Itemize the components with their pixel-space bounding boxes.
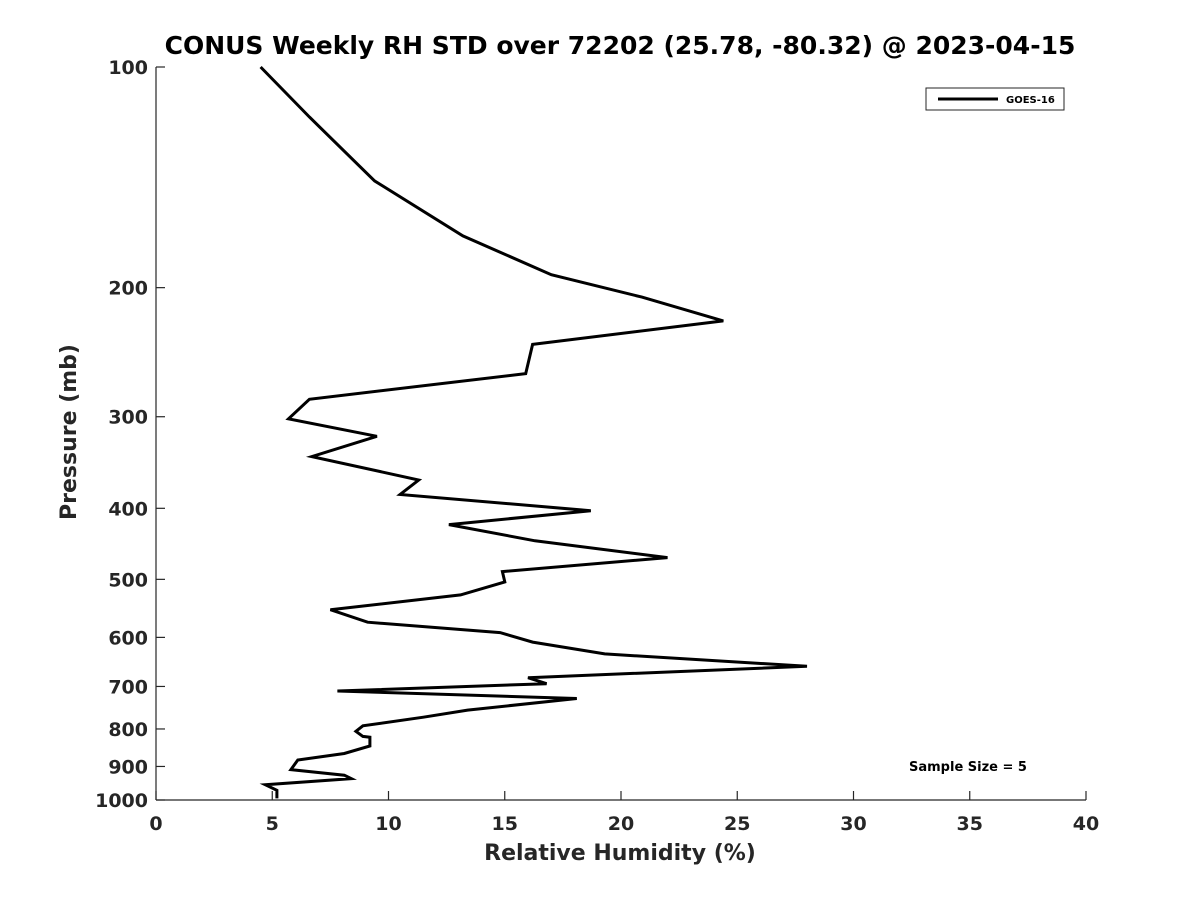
y-tick-label: 500	[108, 569, 148, 591]
x-tick-label: 15	[492, 813, 518, 835]
series-group	[259, 65, 808, 799]
y-tick-label: 100	[108, 57, 148, 79]
y-tick-label: 200	[108, 278, 148, 300]
axes	[155, 67, 1086, 801]
y-tick-label: 800	[108, 719, 148, 741]
x-tick-label: 35	[957, 813, 983, 835]
y-tick-label: 400	[108, 498, 148, 520]
x-tick-label: 10	[375, 813, 401, 835]
y-tick-label: 600	[108, 627, 148, 649]
y-tick-label: 1000	[95, 790, 148, 812]
x-tick-label: 5	[266, 813, 279, 835]
x-tick-label: 40	[1073, 813, 1099, 835]
tick-group: 0 5 10 15 20 25 30 35 40 100 200 300 400 500 600 700 800…	[95, 57, 1099, 835]
y-axis-label: Pressure (mb)	[57, 344, 82, 520]
y-tick-label: 300	[108, 407, 148, 429]
x-tick-label: 30	[840, 813, 866, 835]
x-tick-label: 25	[724, 813, 750, 835]
x-tick-label: 20	[608, 813, 634, 835]
x-tick-label: 0	[149, 813, 162, 835]
x-axis-label: Relative Humidity (%)	[484, 841, 756, 866]
chart-title: CONUS Weekly RH STD over 72202 (25.78, -…	[165, 31, 1076, 60]
sample-size-annotation: Sample Size = 5	[909, 760, 1027, 775]
legend-label: GOES-16	[1006, 95, 1055, 106]
y-tick-label: 700	[108, 676, 148, 698]
legend: GOES-16	[925, 87, 1065, 111]
y-tick-label: 900	[108, 756, 148, 778]
series-line-goes-16	[259, 65, 808, 799]
